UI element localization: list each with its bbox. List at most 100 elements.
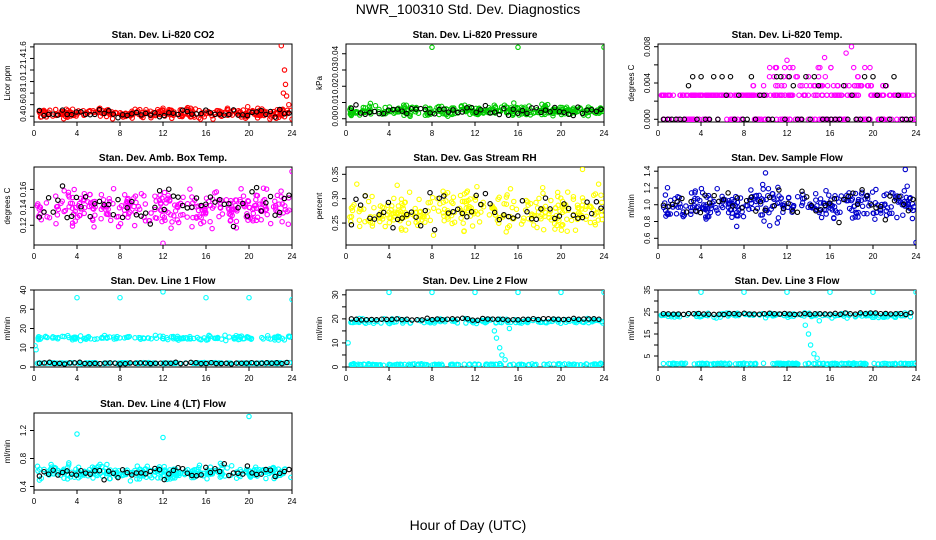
data-point-black (253, 109, 260, 115)
data-point (815, 73, 822, 80)
data-point-black (59, 183, 66, 189)
data-point (812, 116, 819, 122)
data-point (237, 334, 244, 341)
data-point (673, 211, 680, 217)
data-point-black (741, 310, 747, 317)
data-point (696, 116, 702, 122)
x-tick-label: 16 (514, 252, 523, 261)
data-point (427, 199, 433, 206)
data-point-black (887, 311, 894, 317)
data-point (174, 203, 181, 210)
y-tick-label: 40 (19, 285, 28, 294)
data-point (92, 212, 98, 218)
data-point (396, 215, 402, 221)
data-point (805, 92, 812, 98)
data-point (771, 196, 777, 202)
data-point (805, 116, 812, 122)
data-point (467, 111, 473, 118)
data-point (286, 101, 292, 108)
x-tick-label: 24 (288, 129, 297, 138)
data-point (554, 189, 561, 196)
data-point (826, 192, 832, 198)
data-point (911, 360, 916, 367)
data-point (85, 199, 91, 205)
data-point (707, 361, 714, 367)
data-point-black (469, 317, 476, 323)
data-point (189, 223, 195, 230)
data-point (451, 219, 458, 225)
data-point-black (208, 359, 214, 366)
data-point (512, 316, 518, 323)
y-axis-label: ml/min (3, 317, 12, 341)
data-point (582, 206, 588, 212)
data-point (534, 205, 541, 211)
data-point (715, 210, 721, 216)
data-point (729, 116, 735, 122)
data-point-black (468, 209, 475, 215)
data-point (77, 212, 83, 219)
data-point (398, 227, 405, 233)
data-point (367, 361, 373, 367)
data-point (91, 336, 98, 343)
y-axis-label: ml/min (315, 317, 324, 341)
y-tick-label: 0.8 (19, 452, 28, 464)
data-point (148, 210, 154, 216)
data-point (585, 112, 591, 119)
data-point (902, 312, 908, 319)
y-axis-label: ml/min (3, 440, 12, 464)
data-point (781, 82, 788, 89)
data-point (142, 218, 149, 224)
data-point-black (803, 194, 810, 200)
data-point-black (124, 112, 130, 119)
data-point-black (235, 204, 241, 211)
data-point (489, 205, 495, 211)
data-point (60, 115, 67, 122)
data-point-black (77, 359, 83, 366)
data-point (759, 181, 766, 188)
data-point-black (533, 216, 540, 223)
data-point (813, 197, 819, 203)
data-point (53, 220, 59, 227)
data-point (601, 44, 604, 51)
data-point-black (115, 474, 121, 481)
data-point (552, 205, 559, 211)
data-point-black (212, 465, 218, 472)
data-point (405, 220, 412, 226)
data-point-black (124, 469, 130, 476)
data-point-black (864, 193, 870, 199)
data-point (254, 192, 261, 199)
y-tick-label: 1.2 (19, 64, 28, 76)
data-point-black (132, 360, 139, 366)
data-points (658, 290, 916, 367)
data-point (911, 116, 916, 122)
data-point (520, 215, 527, 221)
data-point (832, 92, 839, 98)
data-point (164, 197, 170, 203)
data-point (121, 192, 128, 198)
data-point-black (166, 471, 172, 477)
data-point (74, 294, 80, 301)
data-point (245, 198, 252, 205)
data-point-black (887, 116, 893, 122)
data-point-black (485, 316, 491, 322)
data-point (812, 190, 819, 197)
data-point (880, 360, 886, 367)
data-point (360, 104, 367, 111)
data-point-black (147, 360, 154, 367)
data-point (705, 208, 711, 214)
data-point (106, 475, 113, 482)
data-point (142, 466, 149, 472)
data-point-black (46, 359, 53, 366)
y-tick-label: 1.4 (643, 165, 652, 177)
data-point (136, 206, 143, 212)
data-point (906, 195, 913, 202)
data-point (160, 360, 166, 367)
data-point (780, 361, 787, 367)
data-point (189, 194, 195, 200)
data-point-black (188, 359, 194, 366)
data-point (751, 193, 758, 199)
data-point (234, 208, 240, 214)
data-point-black (147, 468, 154, 475)
data-point (662, 192, 669, 198)
data-point (176, 470, 182, 476)
